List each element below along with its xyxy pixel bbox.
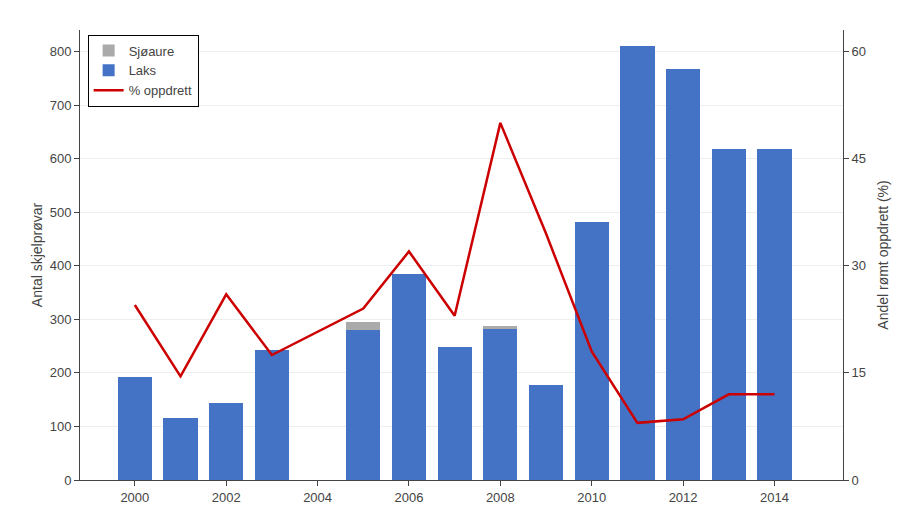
svg-text:400: 400 xyxy=(50,258,72,273)
svg-text:2012: 2012 xyxy=(669,490,698,505)
svg-text:Laks: Laks xyxy=(129,63,157,78)
svg-text:30: 30 xyxy=(852,258,866,273)
svg-text:2000: 2000 xyxy=(120,490,149,505)
svg-text:2004: 2004 xyxy=(303,490,332,505)
svg-text:% oppdrett: % oppdrett xyxy=(129,83,192,98)
svg-text:2010: 2010 xyxy=(577,490,606,505)
svg-text:0: 0 xyxy=(852,473,859,488)
svg-text:800: 800 xyxy=(50,44,72,59)
svg-text:100: 100 xyxy=(50,419,72,434)
svg-text:2014: 2014 xyxy=(760,490,789,505)
svg-text:45: 45 xyxy=(852,151,866,166)
svg-text:700: 700 xyxy=(50,98,72,113)
svg-text:300: 300 xyxy=(50,312,72,327)
svg-text:15: 15 xyxy=(852,365,866,380)
svg-text:Sjøaure: Sjøaure xyxy=(129,44,175,59)
svg-text:2008: 2008 xyxy=(486,490,515,505)
svg-text:2006: 2006 xyxy=(394,490,423,505)
svg-text:Antal skjelprøvar: Antal skjelprøvar xyxy=(29,203,45,308)
svg-text:600: 600 xyxy=(50,151,72,166)
svg-text:0: 0 xyxy=(64,473,71,488)
svg-text:Andel rømt oppdrett (%): Andel rømt oppdrett (%) xyxy=(875,180,891,329)
svg-text:2002: 2002 xyxy=(212,490,241,505)
svg-text:60: 60 xyxy=(852,44,866,59)
svg-text:500: 500 xyxy=(50,205,72,220)
svg-text:200: 200 xyxy=(50,365,72,380)
